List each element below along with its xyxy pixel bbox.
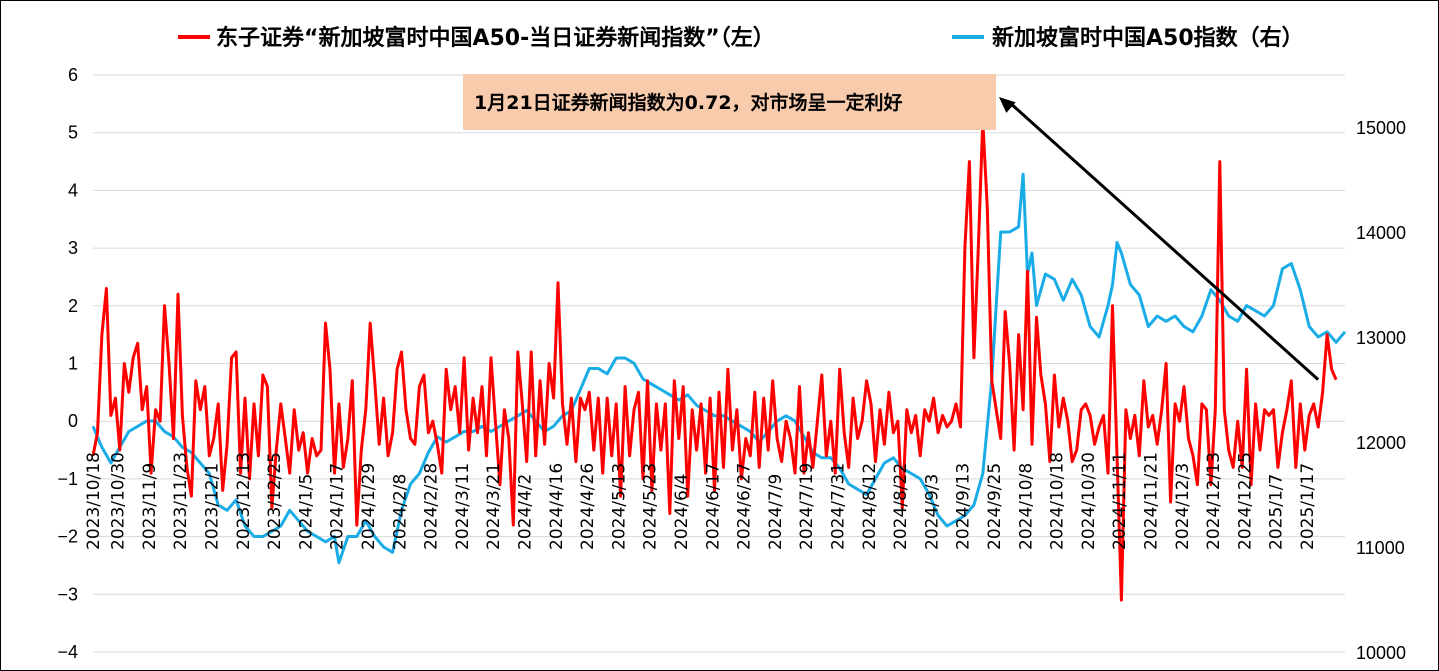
x-tick-label: 2023/10/18 xyxy=(84,452,104,550)
x-tick-label: 2024/4/26 xyxy=(578,463,598,550)
x-tick-label: 2024/12/3 xyxy=(1173,463,1193,550)
right-tick-label: 12000 xyxy=(1356,433,1406,453)
right-tick-label: 10000 xyxy=(1356,643,1406,663)
x-tick-label: 2024/11/21 xyxy=(1141,452,1161,550)
x-tick-label: 2025/1/7 xyxy=(1267,474,1287,550)
x-tick-label: 2024/1/17 xyxy=(328,463,348,550)
x-tick-label: 2024/6/4 xyxy=(672,474,692,550)
x-tick-label: 2024/3/21 xyxy=(484,463,504,550)
x-tick-label: 2024/7/19 xyxy=(797,463,817,550)
legend-label-news-index: 东子证券“新加坡富时中国A50-当日证券新闻指数”（左） xyxy=(216,25,775,51)
x-tick-label: 2024/2/28 xyxy=(422,463,442,550)
legend-label-a50-index: 新加坡富时中国A50指数（右） xyxy=(992,25,1304,51)
annotation-box xyxy=(463,74,996,130)
x-tick-label: 2023/12/1 xyxy=(202,463,222,550)
x-tick-label: 2024/7/9 xyxy=(766,474,786,550)
right-tick-label: 11000 xyxy=(1356,538,1405,558)
annotation: 1月21日证券新闻指数为0.72，对市场呈一定利好 xyxy=(463,74,1320,381)
x-tick-label: 2024/8/22 xyxy=(891,463,911,550)
x-tick-label: 2024/5/23 xyxy=(641,463,661,550)
x-tick-label: 2023/12/13 xyxy=(234,452,254,550)
left-tick-label: 4 xyxy=(68,180,78,200)
x-tick-label: 2024/9/13 xyxy=(954,463,974,550)
annotation-arrowhead xyxy=(999,97,1016,113)
annotation-text: 1月21日证券新闻指数为0.72，对市场呈一定利好 xyxy=(474,91,903,114)
left-tick-label: 3 xyxy=(68,238,78,258)
right-tick-label: 13000 xyxy=(1356,328,1406,348)
left-tick-label: 0 xyxy=(68,411,78,431)
right-tick-label: 14000 xyxy=(1356,223,1406,243)
x-tick-label: 2024/10/18 xyxy=(1048,452,1068,550)
x-tick-label: 2024/3/11 xyxy=(453,463,473,550)
x-tick-label: 2024/8/12 xyxy=(860,463,880,550)
x-tick-label: 2023/12/25 xyxy=(265,452,285,550)
x-tick-label: 2024/1/5 xyxy=(296,474,316,550)
x-axis: 2023/10/18 2023/10/30 2023/11/9 2023/11/23 2… xyxy=(84,452,1318,550)
x-tick-label: 2024/7/31 xyxy=(828,463,848,550)
legend: 东子证券“新加坡富时中国A50-当日证券新闻指数”（左） 新加坡富时中国A50指… xyxy=(178,25,1304,51)
x-tick-label: 2024/11/11 xyxy=(1110,452,1130,550)
x-tick-label: 2024/2/8 xyxy=(390,474,410,550)
series-line-news-index xyxy=(91,119,1338,602)
x-tick-label: 2024/10/8 xyxy=(1016,463,1036,550)
left-tick-label: 6 xyxy=(68,65,78,85)
left-tick-label: 5 xyxy=(68,123,78,143)
left-tick-label: 1 xyxy=(68,354,78,374)
x-tick-label: 2023/10/30 xyxy=(109,452,129,550)
x-tick-label: 2024/4/16 xyxy=(547,463,567,550)
left-tick-label: −4 xyxy=(57,642,78,662)
x-tick-label: 2024/6/27 xyxy=(735,463,755,550)
x-tick-label: 2024/4/2 xyxy=(515,474,535,550)
right-axis: 15000 14000 13000 12000 11000 10000 xyxy=(1356,118,1406,663)
x-tick-label: 2024/1/29 xyxy=(359,463,379,550)
x-tick-label: 2024/9/3 xyxy=(922,474,942,550)
x-tick-label: 2024/10/30 xyxy=(1079,452,1099,550)
x-tick-label: 2023/11/9 xyxy=(140,463,160,550)
x-tick-label: 2024/5/13 xyxy=(609,463,629,550)
x-tick-label: 2024/12/13 xyxy=(1204,452,1224,550)
annotation-arrow xyxy=(1007,100,1320,381)
left-tick-label: −2 xyxy=(57,527,78,547)
x-tick-label: 2024/9/25 xyxy=(985,463,1005,550)
x-tick-label: 2025/1/17 xyxy=(1298,463,1318,550)
series-layer xyxy=(91,119,1347,602)
left-tick-label: −1 xyxy=(57,469,78,489)
x-tick-label: 2024/12/25 xyxy=(1235,452,1255,550)
left-tick-label: −3 xyxy=(57,584,78,604)
right-tick-label: 15000 xyxy=(1356,118,1406,138)
x-tick-label: 2023/11/23 xyxy=(171,452,191,550)
left-axis: 6 5 4 3 2 1 0 −1 −2 −3 −4 xyxy=(57,65,78,662)
x-tick-label: 2024/6/17 xyxy=(703,463,723,550)
left-tick-label: 2 xyxy=(68,296,78,316)
